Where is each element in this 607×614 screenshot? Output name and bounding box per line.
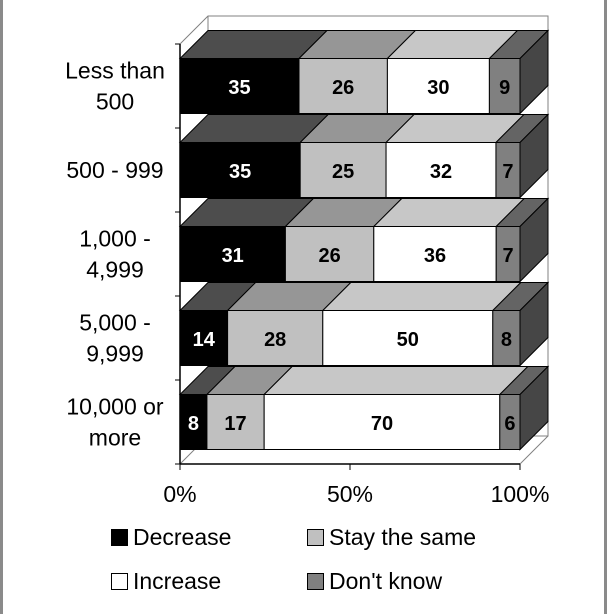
- legend-label-dont-know: Don't know: [329, 567, 443, 594]
- bar-decrease-0: [179, 58, 300, 114]
- legend-label-stay-the-same: Stay the same: [329, 523, 477, 550]
- x-tick-label-1: 50%: [327, 481, 373, 507]
- category-label-2: 1,000 -4,999: [79, 226, 151, 283]
- x-tick-label-0: 0%: [163, 481, 196, 507]
- data-label-stay-the-same-4: 17: [224, 413, 246, 435]
- data-label-decrease-0: 35: [228, 77, 250, 99]
- data-label-don-t-know-0: 9: [499, 77, 510, 99]
- legend-item-decrease: Decrease: [111, 524, 307, 550]
- legend-label-increase: Increase: [133, 567, 222, 594]
- legend-item-dont-know: Don't know: [307, 568, 567, 594]
- bar-don-t-know-1: [495, 142, 521, 198]
- bar-side-don-t-know-0: [519, 29, 549, 115]
- data-label-stay-the-same-2: 26: [318, 245, 340, 267]
- bar-don-t-know-3: [492, 310, 521, 366]
- legend-swatch-decrease: [111, 528, 128, 546]
- floor-edge-right: [519, 435, 549, 465]
- bar-side-don-t-know-3: [519, 281, 549, 367]
- data-label-don-t-know-4: 6: [504, 413, 515, 435]
- bar-don-t-know-0: [488, 58, 521, 114]
- data-label-decrease-1: 35: [229, 161, 251, 183]
- bar-increase-3: [322, 310, 494, 366]
- data-label-decrease-4: 8: [188, 413, 199, 435]
- bar-decrease-1: [179, 142, 301, 198]
- legend-item-increase: Increase: [111, 568, 307, 594]
- legend-swatch-stay-the-same: [307, 528, 324, 546]
- legend: Decrease Stay the same Increase Don't kn…: [111, 524, 581, 594]
- data-label-stay-the-same-3: 28: [264, 329, 286, 351]
- data-label-decrease-3: 14: [193, 329, 216, 351]
- category-label-4: 10,000 or more: [66, 394, 164, 451]
- data-label-increase-0: 30: [427, 77, 449, 99]
- data-label-stay-the-same-0: 26: [332, 77, 354, 99]
- bar-side-don-t-know-1: [519, 113, 549, 199]
- data-label-don-t-know-1: 7: [502, 161, 513, 183]
- bar-increase-2: [373, 226, 497, 282]
- data-label-increase-1: 32: [430, 161, 452, 183]
- data-label-don-t-know-3: 8: [501, 329, 512, 351]
- x-tick-label-2: 100%: [491, 481, 550, 507]
- bar-decrease-2: [179, 226, 286, 282]
- bar-top-increase-4: [262, 366, 530, 395]
- bar-side-don-t-know-2: [519, 197, 549, 283]
- bar-stay-the-same-0: [298, 58, 388, 114]
- bar-stay-the-same-3: [227, 310, 324, 366]
- bar-stay-the-same-2: [284, 226, 375, 282]
- stacked-bar-chart: 35 26 30 9 Less than 500 35 25 32 7 500 - 999 31 26 3…: [65, 15, 550, 507]
- bar-side-don-t-know-4: [519, 365, 549, 451]
- legend-swatch-increase: [111, 572, 128, 590]
- data-label-increase-3: 50: [397, 329, 419, 351]
- bar-increase-1: [385, 142, 497, 198]
- bar-top-increase-3: [321, 282, 523, 311]
- data-label-increase-4: 70: [371, 413, 393, 435]
- data-label-increase-2: 36: [424, 245, 446, 267]
- category-label-0: Less than 500: [65, 58, 165, 115]
- bar-decrease-4: [179, 394, 208, 450]
- data-label-don-t-know-2: 7: [503, 245, 514, 267]
- bar-stay-the-same-1: [299, 142, 387, 198]
- data-label-stay-the-same-1: 25: [332, 161, 354, 183]
- legend-swatch-dont-know: [307, 572, 324, 590]
- category-label-1: 500 - 999: [66, 157, 163, 183]
- legend-item-stay-the-same: Stay the same: [307, 524, 567, 550]
- bar-stay-the-same-4: [206, 394, 265, 450]
- legend-label-decrease: Decrease: [133, 523, 232, 550]
- category-label-3: 5,000 -9,999: [79, 310, 151, 367]
- data-label-decrease-2: 31: [222, 245, 244, 267]
